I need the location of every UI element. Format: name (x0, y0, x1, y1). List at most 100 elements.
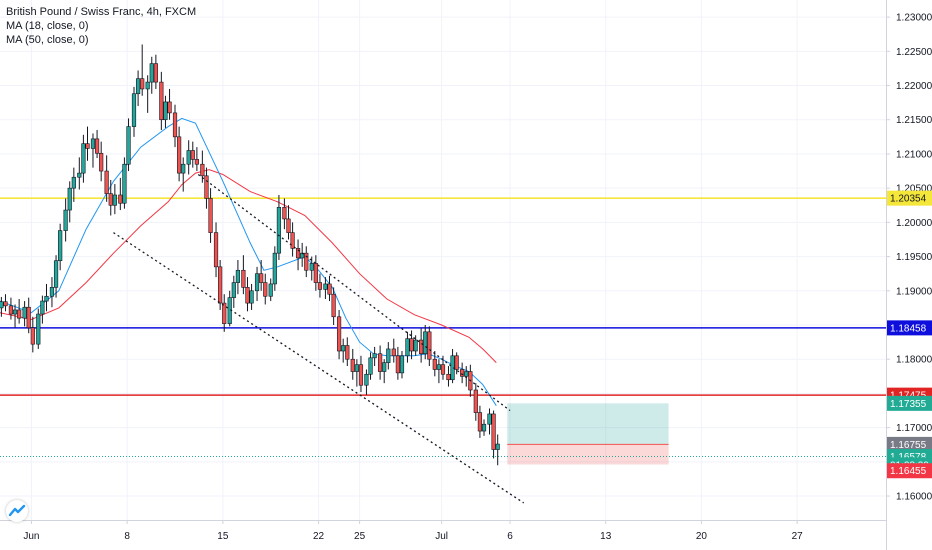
candle (181, 157, 186, 192)
candle-body (423, 331, 428, 355)
price-tick-label: 1.22500 (896, 47, 932, 58)
candle (167, 88, 172, 120)
candle-body (391, 348, 396, 357)
ma18-label[interactable]: MA (18, close, 0) (6, 20, 89, 32)
candle (276, 195, 282, 260)
candle (0, 296, 4, 317)
candle (309, 256, 314, 281)
candle-body (181, 163, 186, 174)
candle (163, 95, 168, 128)
candle-body (167, 101, 172, 114)
candle-body (364, 373, 369, 386)
ma18-line (0, 117, 497, 406)
time-tick-label: 6 (507, 531, 513, 542)
candle-body (460, 369, 465, 377)
candle (53, 255, 59, 298)
candle-body (282, 207, 287, 220)
candle-body (200, 163, 205, 177)
candle (22, 301, 27, 327)
grid-lines (0, 0, 886, 520)
candle-body (245, 287, 250, 304)
candle-body (44, 295, 49, 302)
price-badge-bg (887, 436, 932, 452)
price-tick-label: 1.19000 (896, 286, 932, 297)
candle (427, 326, 432, 367)
candle-body (419, 339, 424, 355)
candle (368, 352, 373, 380)
candle-body (473, 389, 478, 413)
candle-body (0, 301, 4, 309)
candle (77, 157, 82, 190)
candle-body (464, 371, 469, 377)
time-tick-label: 25 (354, 531, 366, 542)
candle (126, 118, 131, 172)
candle (108, 179, 113, 216)
tradingview-logo-icon[interactable] (6, 500, 28, 522)
ma50-label[interactable]: MA (50, close, 0) (6, 34, 89, 46)
candle-body (432, 358, 437, 370)
candle (81, 134, 86, 183)
candle (235, 260, 241, 295)
price-badge-label: 1.18458 (890, 323, 927, 334)
candle-body (81, 143, 86, 174)
candle-body (254, 273, 260, 292)
candle-body (341, 345, 346, 352)
candle-body (350, 358, 355, 372)
candle-body (90, 138, 96, 149)
time-tick-label: 13 (600, 531, 612, 542)
chart-legend: British Pound / Swiss Franc, 4h, FXCM MA… (6, 5, 196, 47)
candle-body (495, 443, 500, 450)
candle (313, 255, 318, 291)
candle-body (163, 101, 168, 121)
candle (140, 44, 145, 96)
candle-body (427, 331, 432, 360)
candle (71, 167, 76, 202)
candle (172, 104, 178, 148)
candle-body (153, 63, 158, 83)
price-badge: 1.16755 (887, 436, 932, 452)
candle-body (487, 413, 492, 425)
time-tick-label: 8 (124, 531, 130, 542)
candle-body (131, 93, 137, 127)
candle (194, 147, 199, 172)
price-tick-label: 1.22000 (896, 81, 932, 92)
candle-body (145, 81, 150, 90)
time-tick-label: 22 (313, 531, 325, 542)
candle (12, 304, 18, 328)
candle-body (53, 260, 59, 288)
candle (331, 287, 336, 325)
candle-body (272, 252, 277, 285)
candle-body (386, 348, 391, 363)
candle-body (40, 300, 45, 315)
candle-body (477, 412, 483, 432)
candle-body (8, 305, 14, 315)
time-tick-label: 27 (792, 531, 804, 542)
candle-body (77, 172, 82, 178)
candle-body (249, 290, 254, 304)
candle-body (372, 353, 377, 359)
candle (345, 337, 350, 367)
candle (200, 150, 205, 183)
price-tick-label: 1.21000 (896, 149, 932, 160)
symbol-title[interactable]: British Pound / Swiss Franc, 4h, FXCM (6, 6, 197, 18)
candle (477, 405, 483, 438)
candle (118, 177, 123, 211)
candle-body (268, 283, 273, 297)
candle (218, 260, 223, 310)
candle-body (104, 170, 109, 194)
candle (186, 140, 191, 175)
candle (423, 325, 428, 360)
candle (464, 366, 469, 387)
candle (473, 383, 478, 421)
candle (327, 275, 332, 302)
candle-body (491, 413, 496, 450)
candle (190, 141, 195, 168)
price-tick-label: 1.16000 (896, 492, 932, 503)
candle-body (208, 198, 213, 233)
candle-body (323, 283, 328, 290)
candle (295, 239, 301, 271)
candle-body (71, 176, 76, 189)
candle (213, 222, 219, 278)
candle (159, 71, 164, 130)
